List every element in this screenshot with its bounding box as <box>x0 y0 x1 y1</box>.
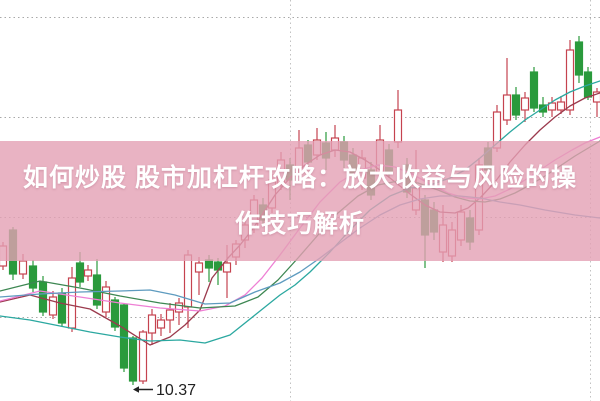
candle-up <box>592 91 600 103</box>
candle-up <box>375 139 385 173</box>
candle-down <box>119 304 129 369</box>
ma-fast-maroon <box>0 92 600 346</box>
candle-down <box>321 142 331 159</box>
candle-up <box>165 309 175 321</box>
candle-up <box>48 296 58 316</box>
candle-up <box>0 245 8 267</box>
candle-down <box>75 262 85 283</box>
candle-down <box>28 265 38 289</box>
low-price-annotation: 10.37 <box>133 382 196 399</box>
candle-down <box>204 259 214 269</box>
candle-up <box>194 262 204 273</box>
candle-down <box>38 281 48 313</box>
annotation-arrowhead <box>133 386 139 393</box>
candle-up <box>565 49 575 111</box>
candle-up <box>18 260 28 275</box>
candle-up <box>156 319 166 329</box>
candle-up <box>294 147 304 169</box>
candle-down <box>128 337 138 382</box>
candle-up <box>330 137 340 151</box>
candle-down <box>366 169 376 196</box>
candle-down <box>574 41 584 76</box>
candle-up <box>222 262 232 273</box>
candle-up <box>456 211 466 241</box>
candle-up <box>138 331 148 382</box>
candle-up <box>502 94 512 121</box>
candle-up <box>67 277 77 329</box>
candle-up <box>101 286 111 313</box>
candle-up <box>357 157 367 179</box>
candle-down <box>110 299 120 328</box>
candle-down <box>429 209 439 233</box>
candle-up <box>83 269 93 277</box>
candle-up <box>438 224 448 253</box>
candle-down <box>92 274 102 306</box>
ma-slow-blue <box>0 195 600 305</box>
candle-down <box>529 71 539 109</box>
candle-up <box>393 109 403 143</box>
candle-up <box>520 97 530 111</box>
candle-down <box>213 261 223 271</box>
candle-down <box>384 149 394 173</box>
candle-down <box>303 144 313 163</box>
candle-down <box>57 292 67 324</box>
candle-up <box>547 102 557 111</box>
annotation-price-label: 10.37 <box>156 382 196 399</box>
candle-down <box>8 229 18 275</box>
candle-up <box>312 139 322 156</box>
candle-up <box>147 314 157 334</box>
candle-up <box>174 302 184 313</box>
candle-down <box>511 94 521 116</box>
candle-down <box>465 217 475 243</box>
candle-up <box>447 229 457 257</box>
candle-up <box>556 101 566 111</box>
candle-up <box>276 159 286 185</box>
